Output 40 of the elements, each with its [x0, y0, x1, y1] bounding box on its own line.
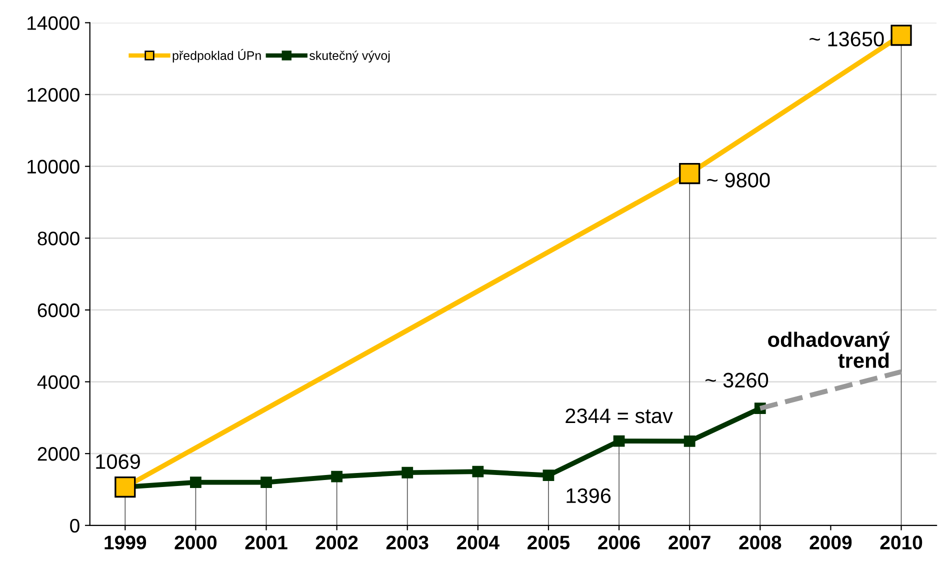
y-tick-label: 8000 [38, 232, 80, 246]
x-tick-label: 2008 [739, 536, 782, 550]
legend-label: skutečný vývoj [309, 50, 390, 62]
x-tick-label: 2007 [668, 536, 710, 550]
point [331, 470, 343, 482]
y-tick-label: 10000 [28, 160, 80, 174]
point [684, 436, 696, 447]
y-tick-label: 6000 [38, 303, 80, 318]
point [613, 435, 625, 447]
x-tick-label: 2002 [316, 536, 358, 550]
x-tick-label: 2003 [386, 536, 428, 550]
point [890, 24, 912, 46]
x-tick-label: 1999 [104, 536, 146, 550]
annotation: ~ 9800 [707, 172, 770, 188]
point [679, 162, 700, 184]
annotation: ~ 13650 [810, 32, 884, 46]
annotation: 1069 [96, 454, 140, 470]
annotation: ~ 3260 [706, 372, 768, 388]
point [190, 476, 202, 488]
x-tick-label: 2009 [810, 536, 852, 550]
x-tick-label: 2005 [528, 536, 570, 550]
annotation: 1396 [566, 488, 611, 504]
point [542, 470, 554, 481]
x-tick-label: 2010 [880, 536, 922, 550]
y-tick-label: 2000 [38, 447, 80, 461]
point [472, 466, 484, 478]
x-tick-label: 2006 [598, 536, 640, 550]
point [402, 466, 414, 478]
annotation: 2344 = stav [566, 408, 673, 424]
y-tick-label: 4000 [37, 375, 80, 390]
point [260, 476, 272, 488]
annotation: odhadovaný trend [768, 332, 890, 368]
y-tick-label: 14000 [28, 16, 80, 30]
legend-label: předpoklad ÚPn [172, 49, 261, 62]
x-tick-label: 2000 [174, 536, 217, 550]
x-tick-label: 2001 [245, 536, 288, 550]
point [114, 476, 136, 498]
y-tick-label: 0 [70, 518, 80, 533]
y-tick-label: 12000 [28, 88, 80, 102]
x-tick-label: 2004 [456, 536, 500, 550]
